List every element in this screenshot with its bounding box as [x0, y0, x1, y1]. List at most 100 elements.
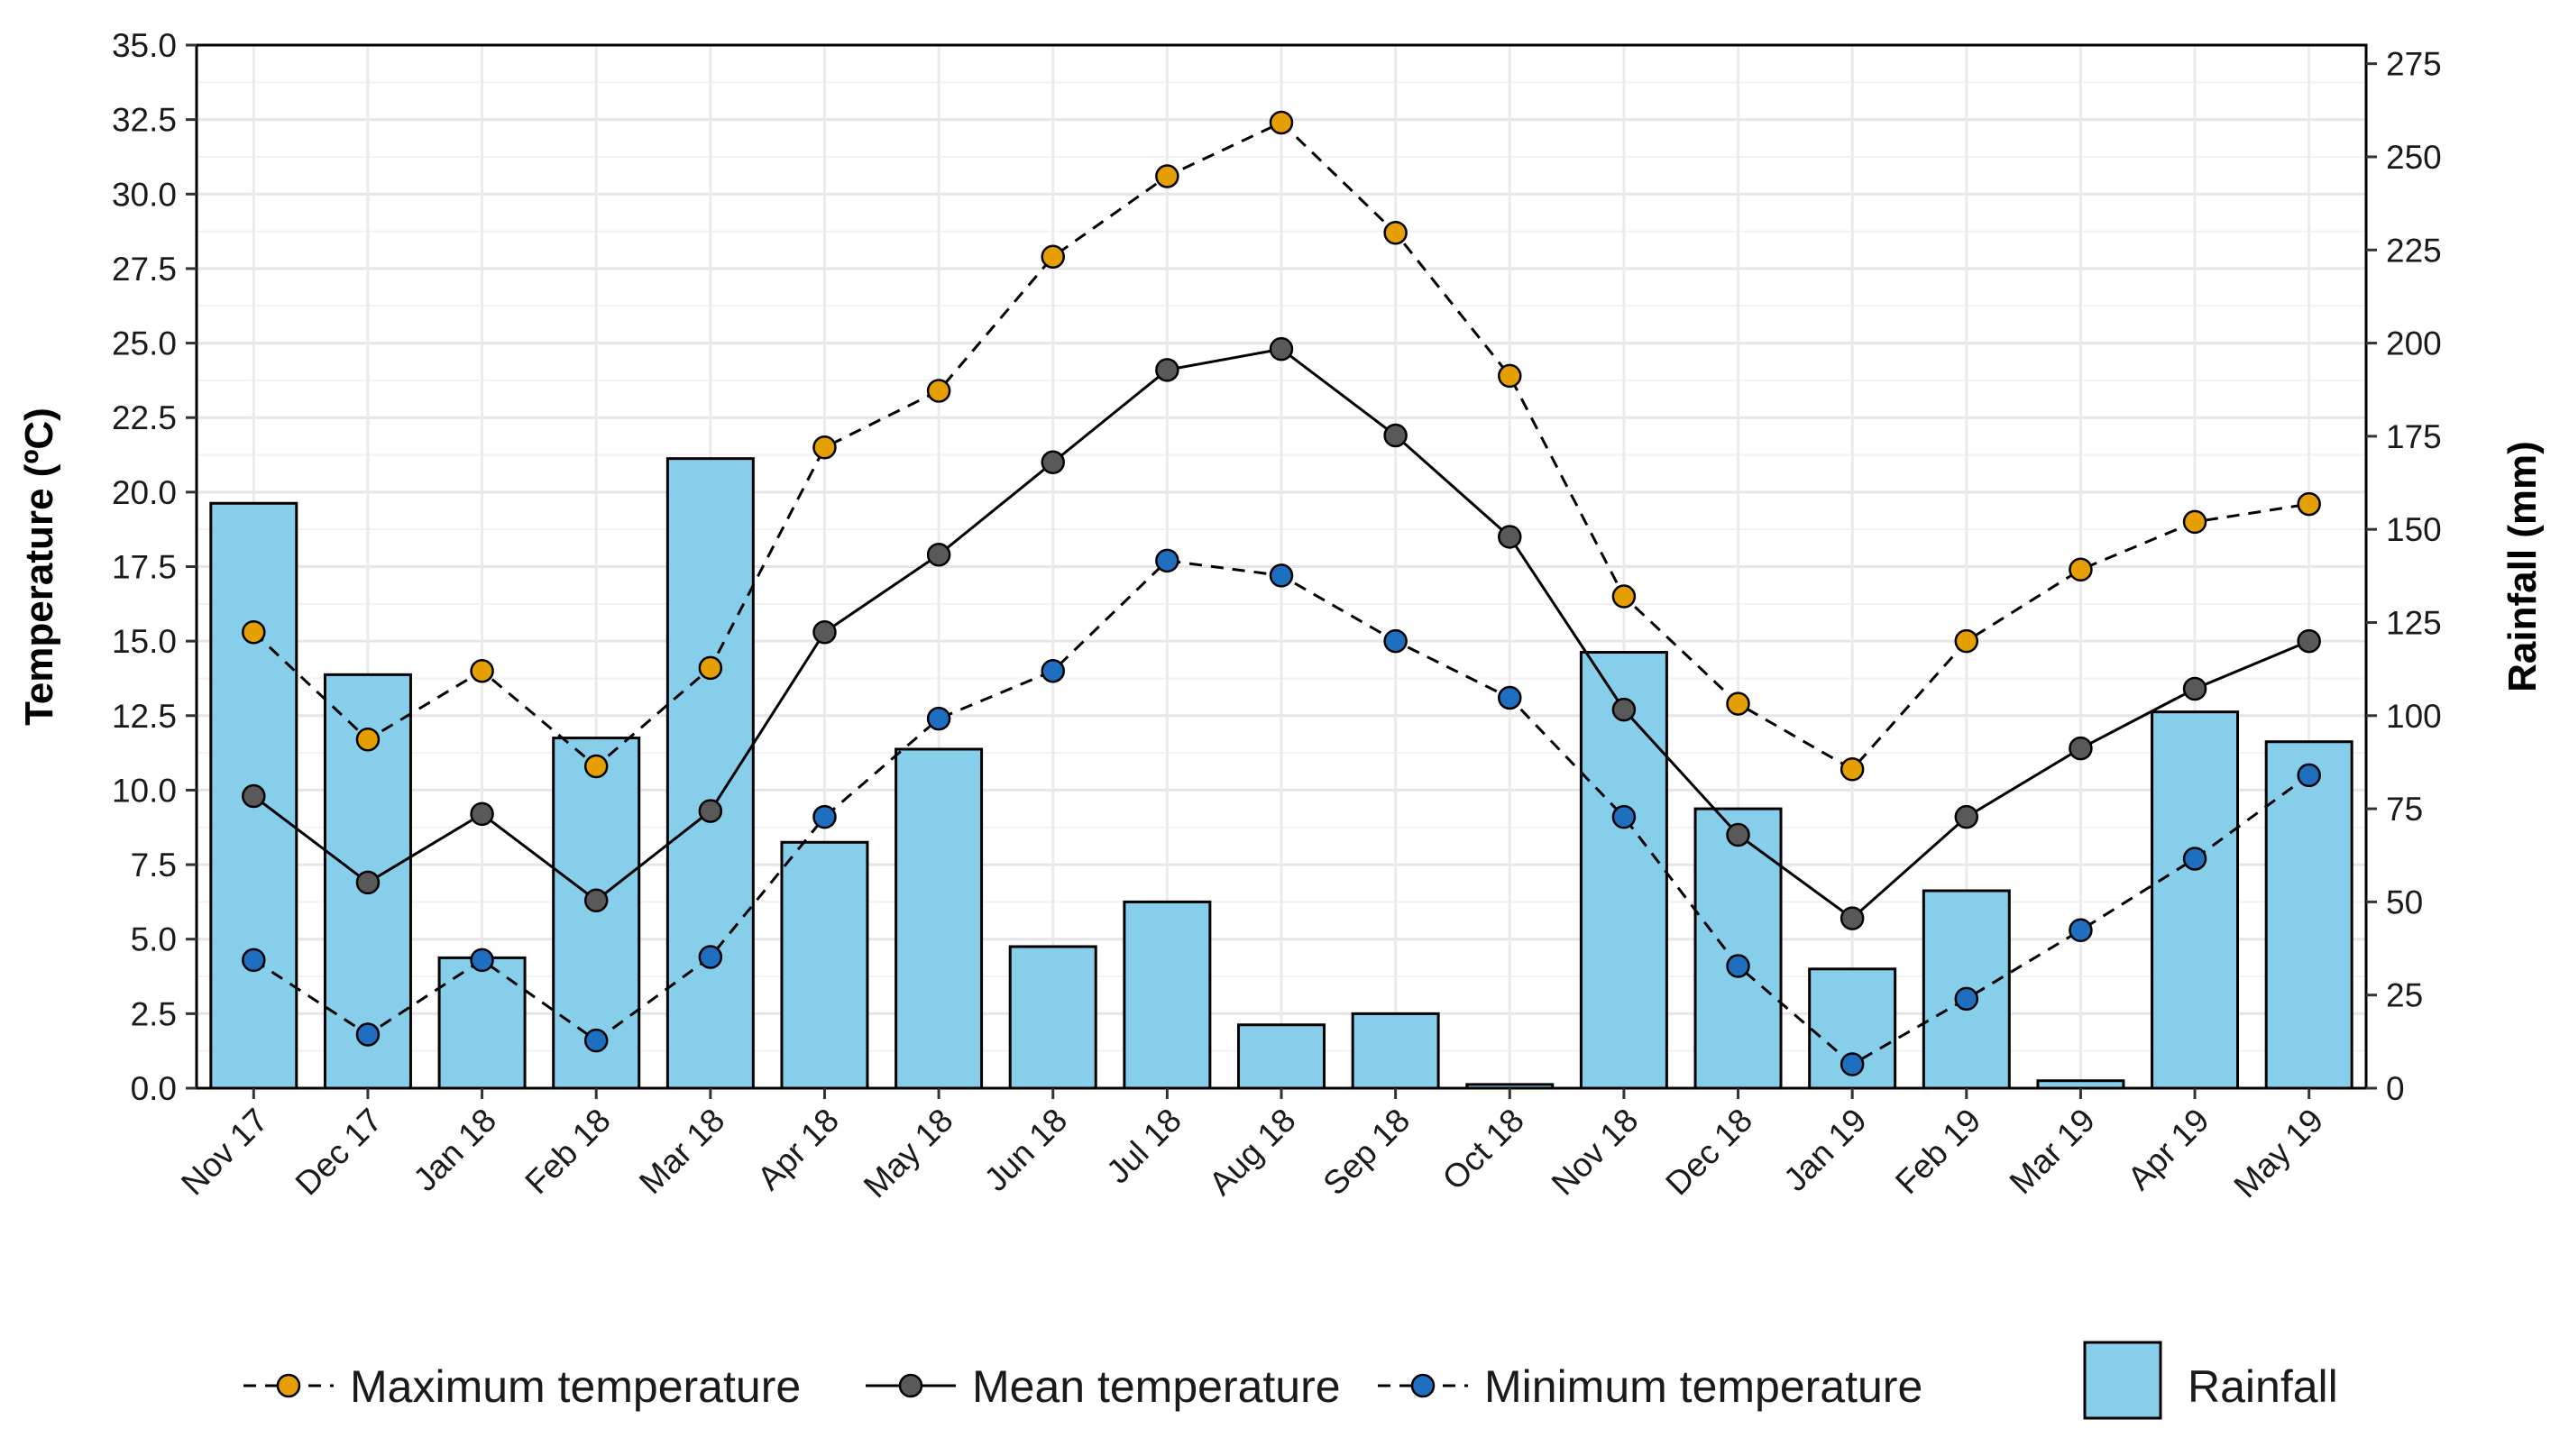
x-tick-label: Feb 18	[518, 1102, 617, 1201]
series-point-1	[2069, 736, 2093, 761]
series-point-1	[470, 801, 494, 827]
series-point-2	[1155, 548, 1179, 573]
x-tick-label: Aug 18	[1202, 1102, 1303, 1203]
series-point-2	[926, 706, 951, 731]
series-point-0	[926, 379, 951, 403]
series-point-1	[1611, 697, 1637, 722]
series-point-2	[1954, 986, 1979, 1012]
series-point-2	[698, 945, 723, 969]
x-tick-label: Jun 18	[977, 1102, 1075, 1199]
series-point-0	[583, 754, 609, 779]
legend-marker-1	[898, 1373, 923, 1398]
right-tick-label: 75	[2386, 791, 2423, 828]
right-tick-label: 25	[2386, 977, 2423, 1014]
series-point-2	[355, 1022, 381, 1047]
x-tick-label: Jan 19	[1776, 1102, 1874, 1199]
series-point-1	[1954, 804, 1979, 829]
rainfall-bar	[665, 457, 755, 1090]
left-tick-label: 12.5	[112, 698, 177, 735]
x-tick-label: Apr 18	[750, 1102, 846, 1197]
left-tick-label: 10.0	[112, 772, 177, 809]
series-point-1	[355, 870, 381, 895]
series-point-1	[698, 799, 723, 823]
series-point-2	[1726, 954, 1750, 978]
rainfall-bar	[437, 956, 527, 1090]
right-tick-label: 175	[2386, 418, 2442, 455]
series-point-2	[1383, 628, 1408, 654]
series-point-1	[1155, 358, 1179, 382]
series-point-2	[1611, 804, 1637, 829]
series-point-1	[1840, 906, 1865, 930]
x-tick-label: Mar 19	[2003, 1102, 2102, 1201]
series-point-0	[1041, 244, 1065, 269]
left-tick-label: 15.0	[112, 623, 177, 660]
x-tick-label: Apr 19	[2121, 1102, 2216, 1197]
series-point-0	[1383, 221, 1408, 245]
series-point-2	[2182, 847, 2207, 871]
series-point-2	[1041, 658, 1065, 683]
rainfall-bar	[1579, 651, 1668, 1090]
left-axis-title: Temperature (ºC)	[17, 407, 61, 726]
series-point-0	[242, 619, 266, 645]
rainfall-bar	[2151, 710, 2240, 1090]
x-tick-label: Nov 17	[174, 1102, 275, 1203]
series-point-2	[470, 948, 494, 973]
series-point-2	[1269, 563, 1294, 588]
right-tick-label: 50	[2386, 884, 2423, 920]
series-point-2	[1498, 685, 1522, 710]
series-point-1	[2182, 676, 2207, 701]
series-point-0	[2297, 491, 2321, 517]
series-point-0	[1840, 757, 1865, 782]
rainfall-bar	[1351, 1012, 1440, 1090]
legend-label-3: Rainfall	[2188, 1361, 2338, 1412]
series-point-1	[2297, 628, 2321, 654]
left-tick-label: 0.0	[131, 1070, 177, 1107]
left-tick-label: 27.5	[112, 251, 177, 288]
series-point-2	[2069, 918, 2093, 943]
right-tick-label: 125	[2386, 604, 2442, 641]
right-tick-label: 150	[2386, 511, 2442, 548]
x-tick-label: Dec 17	[289, 1102, 390, 1203]
right-tick-label: 250	[2386, 139, 2442, 176]
right-tick-label: 0	[2386, 1070, 2405, 1107]
series-point-0	[470, 658, 494, 683]
series-point-2	[812, 804, 837, 829]
x-tick-label: Feb 19	[1888, 1102, 1987, 1201]
series-point-1	[926, 543, 951, 567]
series-point-0	[1269, 110, 1294, 135]
series-point-0	[2069, 557, 2093, 582]
series-point-0	[1155, 164, 1179, 188]
legend-marker-2	[1410, 1373, 1436, 1398]
left-tick-label: 7.5	[131, 847, 177, 884]
rainfall-bars	[209, 457, 2353, 1090]
series-point-0	[1954, 628, 1979, 654]
left-tick-label: 2.5	[131, 995, 177, 1032]
legend-rainfall-swatch	[2083, 1341, 2162, 1420]
rainfall-bar	[780, 840, 869, 1090]
series-point-2	[242, 948, 266, 973]
x-tick-label: May 19	[2227, 1102, 2331, 1205]
series-point-0	[1498, 363, 1522, 389]
series-point-1	[1041, 450, 1065, 475]
series-point-0	[2182, 509, 2207, 535]
rainfall-bar	[1008, 945, 1097, 1090]
series-point-0	[355, 727, 381, 752]
rainfall-bar	[1808, 967, 1897, 1090]
left-tick-label: 32.5	[112, 102, 177, 139]
x-tick-label: Nov 18	[1545, 1102, 1646, 1203]
x-tick-label: May 18	[857, 1102, 960, 1205]
right-tick-label: 200	[2386, 325, 2442, 362]
series-point-1	[1726, 822, 1750, 847]
x-tick-label: Mar 18	[632, 1102, 731, 1201]
x-tick-label: Oct 18	[1436, 1102, 1531, 1197]
legend-label-0: Maximum temperature	[350, 1361, 801, 1412]
legend-marker-0	[276, 1373, 301, 1398]
series-point-0	[1611, 584, 1637, 609]
series-point-0	[812, 435, 837, 460]
x-tick-label: Jul 18	[1099, 1102, 1188, 1191]
right-tick-label: 100	[2386, 698, 2442, 735]
series-point-1	[242, 783, 266, 809]
rainfall-bar	[1693, 807, 1783, 1090]
left-tick-label: 22.5	[112, 399, 177, 436]
